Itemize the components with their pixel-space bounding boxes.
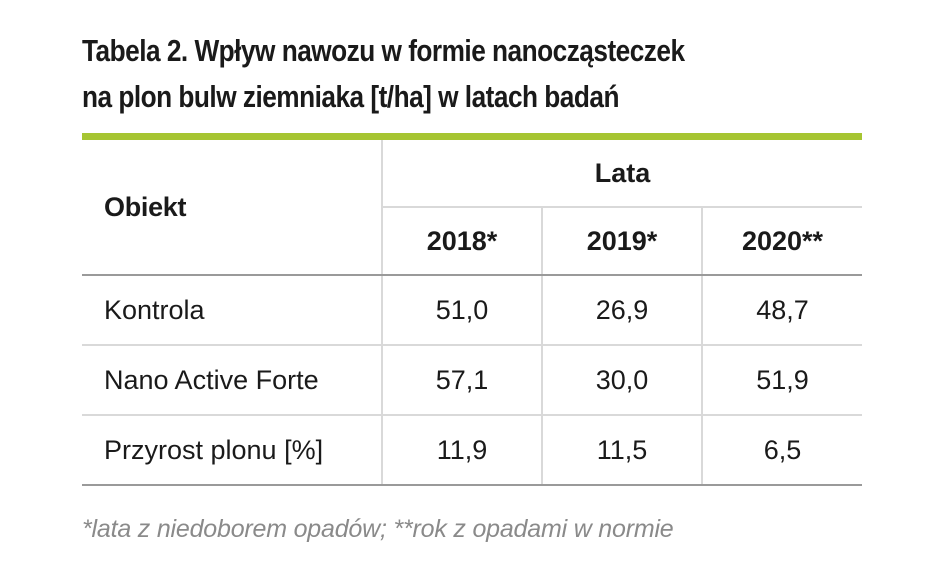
cell-value: 26,9	[542, 275, 703, 346]
row-label: Kontrola	[82, 275, 383, 346]
cell-value: 51,9	[702, 345, 862, 416]
header-year-2019: 2019*	[542, 207, 703, 276]
table-row: Przyrost plonu [%] 11,9 11,5 6,5	[82, 415, 862, 486]
row-label: Nano Active Forte	[82, 345, 383, 416]
table-title-line-2: na plon bulw ziemniaka [t/ha] w latach b…	[82, 80, 619, 114]
table-title: Tabela 2. Wpływ nawozu w formie nanocząs…	[82, 28, 770, 120]
header-years-group: Lata	[382, 140, 862, 208]
table-footnote: *lata z niedoborem opadów; **rok z opada…	[82, 515, 674, 543]
cell-value: 30,0	[542, 345, 703, 416]
header-year-2020: 2020**	[702, 207, 862, 276]
yield-table: Obiekt Lata 2018* 2019* 2020** Kontrola …	[82, 140, 862, 486]
table-row: Kontrola 51,0 26,9 48,7	[82, 275, 862, 346]
cell-value: 51,0	[382, 275, 543, 346]
accent-rule	[82, 133, 862, 140]
cell-value: 57,1	[382, 345, 543, 416]
cell-value: 6,5	[702, 415, 862, 486]
table-title-line-1: Tabela 2. Wpływ nawozu w formie nanocząs…	[82, 34, 685, 68]
cell-value: 11,5	[542, 415, 703, 486]
header-year-2018: 2018*	[382, 207, 543, 276]
row-label: Przyrost plonu [%]	[82, 415, 383, 486]
cell-value: 11,9	[382, 415, 543, 486]
cell-value: 48,7	[702, 275, 862, 346]
header-object: Obiekt	[82, 140, 383, 276]
table-row: Nano Active Forte 57,1 30,0 51,9	[82, 345, 862, 416]
